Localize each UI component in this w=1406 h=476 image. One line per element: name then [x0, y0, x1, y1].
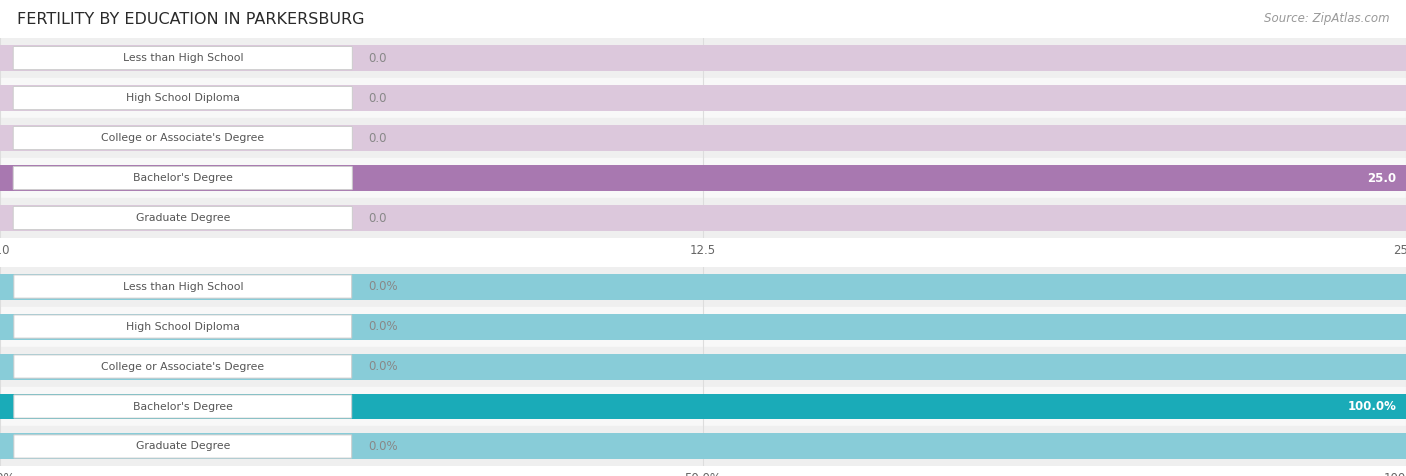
Text: 0.0: 0.0	[368, 91, 387, 105]
Text: College or Associate's Degree: College or Associate's Degree	[101, 361, 264, 372]
Text: FERTILITY BY EDUCATION IN PARKERSBURG: FERTILITY BY EDUCATION IN PARKERSBURG	[17, 12, 364, 27]
Bar	[0, 314, 1406, 339]
Bar	[0, 118, 1406, 158]
FancyBboxPatch shape	[14, 355, 352, 378]
Bar	[0, 78, 1406, 118]
Bar	[0, 38, 1406, 78]
Bar	[0, 426, 1406, 466]
Text: Bachelor's Degree: Bachelor's Degree	[132, 401, 233, 412]
Bar	[0, 267, 1406, 307]
Bar	[0, 125, 1406, 151]
Text: 0.0%: 0.0%	[368, 440, 398, 453]
Text: College or Associate's Degree: College or Associate's Degree	[101, 133, 264, 143]
Text: Graduate Degree: Graduate Degree	[135, 213, 231, 223]
Bar	[0, 394, 1406, 419]
Text: 0.0%: 0.0%	[368, 280, 398, 293]
Bar	[0, 165, 1406, 191]
Text: 0.0: 0.0	[368, 211, 387, 225]
Bar	[0, 354, 1406, 379]
Text: 0.0: 0.0	[368, 51, 387, 65]
Bar	[0, 347, 1406, 387]
FancyBboxPatch shape	[13, 127, 353, 149]
Text: 0.0: 0.0	[368, 131, 387, 145]
Bar	[0, 85, 1406, 111]
Text: High School Diploma: High School Diploma	[127, 93, 239, 103]
Text: Bachelor's Degree: Bachelor's Degree	[132, 173, 233, 183]
Text: Graduate Degree: Graduate Degree	[135, 441, 231, 452]
FancyBboxPatch shape	[13, 207, 353, 229]
FancyBboxPatch shape	[13, 167, 353, 189]
FancyBboxPatch shape	[13, 47, 353, 69]
Bar	[0, 434, 1406, 459]
Bar	[0, 45, 1406, 71]
Text: 0.0%: 0.0%	[368, 360, 398, 373]
FancyBboxPatch shape	[14, 275, 352, 298]
FancyBboxPatch shape	[14, 435, 352, 458]
Text: High School Diploma: High School Diploma	[127, 321, 239, 332]
Bar	[0, 158, 1406, 198]
Bar	[0, 165, 1406, 191]
Bar	[0, 198, 1406, 238]
Text: 0.0%: 0.0%	[368, 320, 398, 333]
FancyBboxPatch shape	[14, 315, 352, 338]
Bar	[0, 394, 1406, 419]
FancyBboxPatch shape	[13, 87, 353, 109]
FancyBboxPatch shape	[14, 395, 352, 418]
Text: 25.0: 25.0	[1367, 171, 1396, 185]
Bar	[0, 274, 1406, 299]
Bar	[0, 387, 1406, 426]
Text: Less than High School: Less than High School	[122, 281, 243, 292]
Bar	[0, 307, 1406, 347]
Text: 100.0%: 100.0%	[1347, 400, 1396, 413]
Bar	[0, 205, 1406, 231]
Text: Source: ZipAtlas.com: Source: ZipAtlas.com	[1264, 12, 1389, 25]
Text: Less than High School: Less than High School	[122, 53, 243, 63]
